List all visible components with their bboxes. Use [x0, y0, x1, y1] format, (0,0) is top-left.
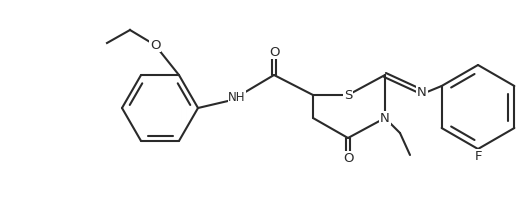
Text: N: N [417, 86, 427, 98]
Text: NH: NH [228, 90, 246, 104]
Text: N: N [380, 111, 390, 125]
Text: O: O [343, 151, 354, 165]
Text: F: F [474, 150, 482, 163]
Text: O: O [150, 38, 160, 51]
Text: O: O [269, 46, 279, 58]
Text: S: S [344, 89, 352, 102]
